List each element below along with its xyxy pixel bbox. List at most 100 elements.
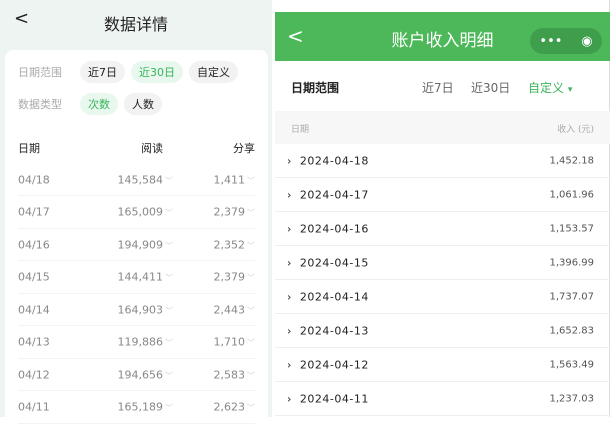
page-title: 数据详情 (103, 15, 168, 34)
chevron-down-icon: ﹀ (165, 306, 173, 315)
table-row[interactable]: 04/18 145,584 ﹀ 1,411 ﹀ (18, 164, 255, 196)
row-read: 165,189 ﹀ (117, 400, 174, 414)
col-read: 阅读 (141, 142, 163, 155)
row-read: 145,584 ﹀ (117, 173, 174, 186)
capsule-menu: ••• ◉ (530, 28, 602, 54)
chevron-down-icon: ﹀ (247, 403, 255, 413)
row-date: › 2024-04-17 (287, 188, 369, 201)
table-row[interactable]: › 2024-04-11 1,237.03 (275, 382, 610, 416)
dropdown-icon: ▾ (567, 85, 573, 95)
chevron-down-icon: ﹀ (165, 371, 173, 380)
col-date: 日期 (18, 142, 40, 155)
option-30d[interactable]: 近30日 (471, 81, 511, 95)
chevron-right-icon: › (287, 256, 300, 269)
row-date: › 2024-04-13 (287, 324, 369, 337)
col-share: 分享 (233, 142, 255, 155)
table-row[interactable]: › 2024-04-14 1,737.07 (275, 280, 610, 314)
row-read: 119,886 ﹀ (117, 335, 174, 349)
table-row[interactable]: › 2024-04-13 1,652.83 (275, 314, 610, 348)
row-income: 1,153.57 (549, 223, 594, 234)
chevron-down-icon: ﹀ (165, 208, 173, 218)
row-income: 1,396.99 (549, 257, 594, 268)
chip-custom[interactable]: 自定义 (189, 61, 238, 83)
row-share: 2,379 ﹀ (213, 205, 256, 219)
row-income: 1,237.03 (549, 393, 594, 404)
row-date: 04/12 (18, 368, 50, 381)
row-income: 1,452.18 (549, 155, 594, 166)
table-row[interactable]: 04/15 144,411 ﹀ 2,379 ﹀ (18, 262, 255, 294)
chevron-right-icon: › (287, 188, 300, 201)
nav-bar: < 账户收入明细 ••• ◉ (275, 12, 610, 61)
chevron-right-icon: › (287, 392, 300, 405)
chevron-down-icon: ﹀ (165, 176, 173, 185)
more-icon[interactable]: ••• (539, 33, 563, 49)
row-date: 04/13 (18, 335, 50, 349)
table-row[interactable]: › 2024-04-12 1,563.49 (275, 348, 610, 382)
option-7d[interactable]: 近7日 (422, 81, 454, 95)
filter-label: 日期范围 (18, 66, 62, 79)
date-range-bar: 日期范围 近7日 近30日 自定义 ▾ (275, 61, 610, 111)
row-income: 1,563.49 (549, 359, 594, 370)
chevron-right-icon: › (287, 358, 300, 371)
row-share: 2,352 ﹀ (213, 238, 256, 251)
row-share: 2,623 ﹀ (213, 400, 256, 414)
chevron-down-icon: ﹀ (247, 241, 255, 250)
row-read: 164,903 ﹀ (117, 303, 174, 316)
row-date: 04/18 (18, 173, 50, 186)
row-read: 144,411 ﹀ (117, 270, 174, 284)
data-type-filter: 数据类型 次数 人数 (18, 93, 162, 115)
row-date: 04/16 (18, 238, 50, 251)
col-income: 收入 (元) (557, 125, 594, 135)
table-row[interactable]: › 2024-04-16 1,153.57 (275, 212, 610, 246)
chevron-down-icon: ﹀ (247, 176, 255, 185)
row-date: › 2024-04-15 (287, 256, 369, 269)
option-custom[interactable]: 自定义 ▾ (528, 81, 573, 95)
row-date: › 2024-04-16 (287, 222, 369, 235)
row-date: › 2024-04-14 (287, 290, 369, 303)
row-read: 165,009 ﹀ (117, 205, 174, 219)
row-share: 1,710 ﹀ (213, 335, 256, 349)
target-icon[interactable]: ◉ (581, 33, 593, 49)
row-date: 04/17 (18, 205, 50, 219)
income-details-panel: < 账户收入明细 ••• ◉ 日期范围 近7日 近30日 自定义 ▾ 日期 收入… (275, 0, 610, 417)
chevron-right-icon: › (287, 222, 300, 235)
row-share: 2,379 ﹀ (213, 270, 256, 284)
chip-30d[interactable]: 近30日 (131, 61, 183, 83)
table-row[interactable]: 04/13 119,886 ﹀ 1,710 ﹀ (18, 327, 255, 359)
row-share: 2,583 ﹀ (213, 368, 256, 381)
col-date: 日期 (291, 125, 310, 135)
range-label: 日期范围 (291, 81, 340, 95)
chip-people[interactable]: 人数 (124, 93, 162, 115)
back-icon[interactable]: < (14, 8, 30, 29)
chevron-down-icon: ﹀ (247, 208, 255, 218)
table-row[interactable]: 04/12 194,656 ﹀ 2,583 ﹀ (18, 359, 255, 391)
chevron-down-icon: ﹀ (165, 273, 173, 283)
chip-7d[interactable]: 近7日 (80, 61, 125, 83)
chevron-right-icon: › (287, 290, 300, 303)
row-read: 194,909 ﹀ (117, 238, 174, 251)
table-row[interactable]: › 2024-04-15 1,396.99 (275, 246, 610, 280)
row-date: 04/11 (18, 400, 50, 414)
back-icon[interactable]: < (287, 24, 304, 48)
table-row[interactable]: 04/16 194,909 ﹀ 2,352 ﹀ (18, 229, 255, 261)
table-row[interactable]: 04/11 165,189 ﹀ 2,623 ﹀ (18, 392, 255, 424)
row-date: 04/14 (18, 303, 50, 316)
table-row[interactable]: 04/17 165,009 ﹀ 2,379 ﹀ (18, 197, 255, 229)
chevron-down-icon: ﹀ (165, 403, 173, 413)
chevron-down-icon: ﹀ (165, 338, 173, 348)
table-row[interactable]: 04/14 164,903 ﹀ 2,443 ﹀ (18, 294, 255, 326)
date-range-filter: 日期范围 近7日 近30日 自定义 (18, 61, 238, 83)
data-details-panel: < 数据详情 日期范围 近7日 近30日 自定义 数据类型 次数 人数 日期 阅… (0, 0, 272, 430)
row-income: 1,737.07 (549, 291, 594, 302)
row-share: 1,411 ﹀ (213, 173, 256, 186)
row-income: 1,652.83 (549, 325, 594, 336)
row-read: 194,656 ﹀ (117, 368, 174, 381)
table-row[interactable]: › 2024-04-17 1,061.96 (275, 178, 610, 212)
table-row[interactable]: › 2024-04-18 1,452.18 (275, 144, 610, 178)
chevron-down-icon: ﹀ (247, 306, 255, 315)
row-share: 2,443 ﹀ (213, 303, 256, 316)
row-date: 04/15 (18, 270, 50, 284)
chevron-down-icon: ﹀ (165, 241, 173, 250)
chevron-down-icon: ﹀ (247, 273, 255, 283)
chip-count[interactable]: 次数 (80, 93, 118, 115)
